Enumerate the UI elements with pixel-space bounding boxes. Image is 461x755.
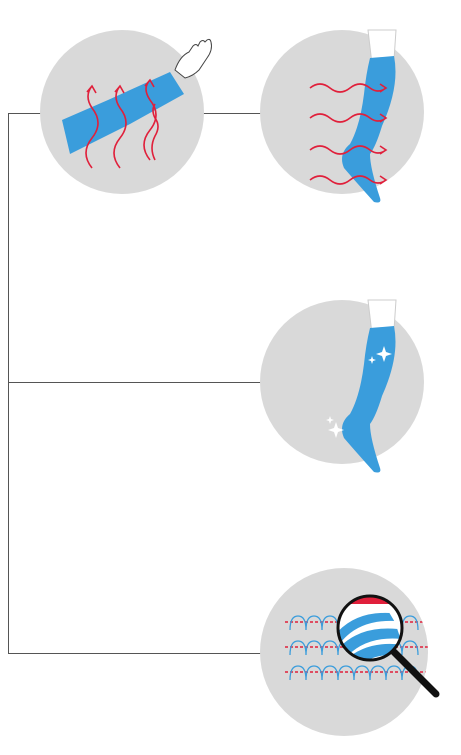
hand bbox=[175, 39, 212, 78]
circle bbox=[260, 30, 424, 194]
page: (() => { const data = JSON.parse(documen… bbox=[0, 0, 461, 755]
diagram bbox=[0, 0, 461, 755]
fabric-magnifier-icon bbox=[260, 568, 440, 736]
arm-sleeve-icon bbox=[40, 30, 212, 194]
circle bbox=[260, 568, 428, 736]
circle bbox=[260, 300, 424, 464]
connectors bbox=[8, 113, 262, 654]
stocking-warm-icon bbox=[260, 30, 424, 203]
stocking-fresh-icon bbox=[260, 300, 424, 473]
